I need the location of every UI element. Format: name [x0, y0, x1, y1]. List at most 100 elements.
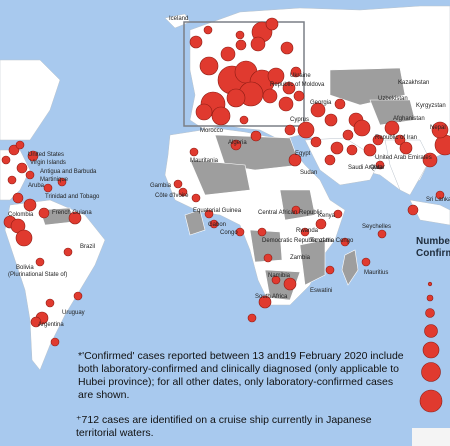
label-car: Central African Republic [258, 210, 323, 216]
india-land [384, 139, 431, 196]
label-bolivia: Bolivia [16, 265, 34, 271]
legend-bubbles [419, 281, 443, 413]
label-gabon: Gabon [208, 222, 227, 228]
case-bubble-73 [16, 162, 28, 174]
case-bubble-33 [394, 134, 406, 146]
case-bubble-38 [407, 204, 419, 216]
legend-bubble-6 [419, 389, 443, 413]
label-argentina: Argentina [38, 322, 64, 328]
case-bubble-45 [288, 153, 302, 167]
case-bubble-49 [239, 115, 249, 125]
label-kenya: Kenya [318, 213, 336, 219]
case-bubble-58 [257, 227, 267, 237]
label-qatar: Qatar [370, 165, 386, 171]
confirmed-cases-note: *'Confirmed' cases reported between 13 a… [78, 350, 404, 401]
case-bubble-79 [23, 198, 37, 212]
sahel-shade [189, 159, 251, 196]
label-srilanka: Sri Lanka [426, 197, 450, 203]
case-bubble-67 [271, 275, 281, 285]
case-bubble-2 [220, 46, 236, 62]
label-moldova: Republic of Moldova [270, 82, 325, 88]
label-southafrica: South Africa [255, 294, 288, 300]
case-bubble-84 [68, 211, 82, 225]
case-bubble-50 [250, 130, 262, 142]
legend-bubble-1 [426, 294, 434, 302]
case-bubble-22 [203, 25, 213, 35]
label-iran: Republic of Iran [375, 135, 418, 141]
label-eqguinea: Equatorial Guinea [193, 208, 242, 214]
label-virgin: Virgin Islands [30, 160, 66, 166]
case-bubble-94 [15, 140, 25, 150]
case-bubble-72 [27, 150, 39, 162]
label-kazakhstan: Kazakhstan [398, 80, 430, 86]
label-eswatini: Eswatini [310, 288, 333, 294]
label-trinidad: Trinidad and Tobago [45, 194, 100, 200]
case-bubble-56 [209, 219, 219, 229]
corner-box [412, 428, 450, 446]
case-bubble-91 [50, 337, 60, 347]
label-united_states: United States [28, 152, 65, 158]
indonesia-land [409, 199, 450, 226]
angola-shade [249, 229, 283, 263]
case-bubble-37 [431, 121, 449, 139]
central-asia-shade [369, 99, 416, 126]
case-bubble-20 [290, 66, 302, 78]
label-brazil: Brazil [80, 244, 96, 250]
case-bubble-47 [375, 160, 385, 170]
case-bubble-62 [333, 209, 343, 219]
land-masses [0, 5, 450, 371]
label-rwanda: Rwanda [296, 228, 319, 234]
label-sudan: Sudan [300, 170, 318, 176]
case-bubble-0 [189, 35, 203, 49]
case-bubble-15 [195, 103, 213, 121]
case-bubble-76 [43, 183, 53, 193]
case-bubble-71 [247, 313, 257, 323]
mozambique-shade [299, 239, 326, 286]
case-bubble-24 [310, 102, 326, 118]
case-bubble-46 [324, 154, 336, 166]
label-namibia: Namibia [268, 273, 291, 279]
label-uruguay: Uruguay [62, 310, 85, 316]
label-algeria: Algeria [228, 140, 247, 146]
case-bubble-63 [340, 237, 350, 247]
case-bubble-16 [211, 106, 231, 126]
case-bubble-90 [30, 316, 42, 328]
label-egypt: Egypt [295, 151, 311, 157]
case-bubble-13 [226, 88, 246, 108]
case-bubble-39 [435, 190, 445, 200]
central-africa-shade [279, 189, 316, 221]
label-frguiana: French Guiana [52, 210, 92, 216]
label-kyrgyzstan: Kyrgyzstan [416, 103, 446, 109]
case-bubbles [1, 17, 450, 347]
europe-inset-frame [183, 21, 305, 127]
label-congo: Congo [220, 230, 238, 236]
case-bubble-34 [399, 141, 413, 155]
case-bubble-21 [293, 90, 305, 102]
case-bubble-77 [57, 177, 67, 187]
case-bubble-60 [300, 227, 310, 237]
case-bubble-69 [361, 257, 371, 267]
label-plurinational: (Plurinational State of) [8, 272, 68, 278]
cruise-ship-note: ⁺712 cases are identified on a cruise sh… [76, 414, 372, 439]
legend-bubble-2 [425, 308, 435, 318]
label-morocco: Morocco [200, 128, 224, 134]
label-iceland: Iceland [169, 16, 189, 22]
label-zambia: Zambia [290, 255, 311, 261]
case-bubble-66 [258, 295, 272, 309]
case-bubble-19 [278, 96, 294, 112]
case-bubble-68 [325, 265, 335, 275]
case-bubble-85 [63, 247, 73, 257]
legend-title-line1: Numbe [416, 236, 450, 247]
case-bubble-92 [1, 155, 11, 165]
west-africa-shade [184, 209, 206, 236]
case-bubble-25 [324, 113, 338, 127]
case-bubble-5 [250, 36, 266, 52]
label-uzbekistan: Uzbekistan [378, 96, 408, 102]
case-bubble-93 [8, 144, 20, 156]
label-colombia: Colombia [8, 212, 34, 218]
label-cote: Côte d'Ivoire [155, 193, 189, 199]
case-bubble-74 [7, 175, 17, 185]
case-bubble-61 [315, 218, 327, 230]
legend-title-line2: Confirm [416, 248, 450, 259]
